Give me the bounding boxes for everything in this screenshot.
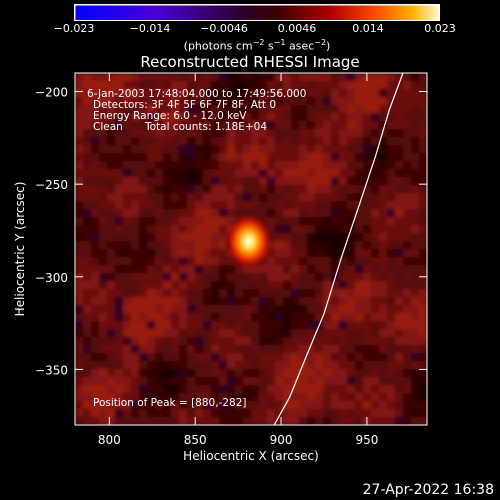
time-range-text: 6-Jan-2003 17:48:04.000 to 17:49:56.000 [87, 88, 307, 100]
x-tick-label: 850 [184, 433, 207, 447]
total-counts-text: Total counts: 1.18E+04 [145, 121, 268, 133]
colorbar [74, 4, 440, 21]
method-text: Clean [93, 121, 123, 133]
flare-source [224, 213, 273, 270]
y-tick-label: −250 [35, 178, 68, 192]
x-tick-label: 900 [270, 433, 293, 447]
footer-timestamp: 27-Apr-2022 16:38 [362, 482, 494, 498]
energy-range-text: Energy Range: 6.0 - 12.0 keV [93, 110, 247, 122]
detectors-text: Detectors: 3F 4F 5F 6F 7F 8F, Att 0 [93, 99, 277, 111]
peak-position-text: Position of Peak = [880,-282] [93, 397, 247, 409]
colorbar-tick: 0.023 [424, 22, 456, 35]
y-tick-label: −350 [35, 363, 68, 377]
image-pixels [75, 73, 427, 425]
y-axis-label: Heliocentric Y (arcsec) [13, 182, 27, 317]
chart-title: Reconstructed RHESSI Image [140, 53, 360, 71]
colorbar-tick: −0.0046 [200, 22, 248, 35]
colorbar-gradient [74, 4, 440, 21]
plot-frame [74, 72, 428, 426]
colorbar-tick: −0.014 [129, 22, 171, 35]
y-tick-label: −200 [35, 86, 68, 100]
solar-limb-line [273, 73, 404, 425]
colorbar-tick: 0.014 [352, 22, 384, 35]
x-axis: 800 850 900 950 [98, 73, 378, 447]
x-tick-label: 950 [355, 433, 378, 447]
y-tick-label: −300 [35, 271, 68, 285]
colorbar-tick: −0.023 [53, 22, 95, 35]
colorbar-unit-label: (photons cm−2 s−1 asec−2) [183, 38, 331, 53]
y-axis: −200 −250 −300 −350 [35, 86, 427, 377]
colorbar-tick: 0.0046 [277, 22, 317, 35]
x-axis-label: Heliocentric X (arcsec) [183, 449, 319, 463]
x-tick-label: 800 [98, 433, 121, 447]
